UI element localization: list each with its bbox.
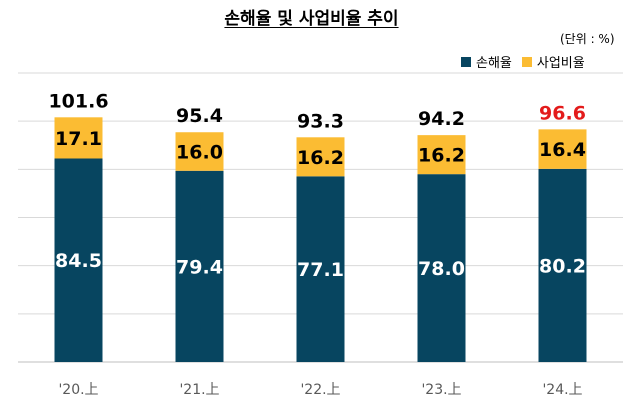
- x-tick-label: '20.上: [58, 382, 98, 398]
- bar-expense-ratio: [296, 137, 345, 177]
- legend-swatch-expense-ratio: [521, 56, 532, 67]
- bar-expense-ratio: [538, 129, 587, 169]
- bar-expense-ratio: [54, 117, 103, 159]
- x-tick-label: '21.上: [179, 382, 219, 398]
- bar-loss-ratio: [417, 174, 466, 362]
- data-label-expense-ratio: 16.0: [176, 142, 223, 164]
- bar-loss-ratio: [175, 170, 224, 362]
- total-label: 95.4: [176, 105, 223, 127]
- unit-label: (단위 : %): [560, 32, 615, 46]
- total-label: 96.6: [539, 102, 586, 124]
- x-tick-label: '23.上: [421, 382, 461, 398]
- data-label-expense-ratio: 17.1: [55, 128, 102, 150]
- legend-label-loss-ratio: 손해율: [476, 56, 512, 71]
- x-tick-label: '24.上: [542, 382, 582, 398]
- bar-expense-ratio: [417, 135, 466, 175]
- x-tick-label: '22.上: [300, 382, 340, 398]
- bar-loss-ratio: [538, 168, 587, 362]
- bar-expense-ratio: [175, 132, 224, 171]
- data-label-loss-ratio: 78.0: [418, 258, 465, 280]
- bar-loss-ratio: [296, 176, 345, 362]
- total-label: 94.2: [418, 108, 465, 130]
- total-label: 93.3: [297, 110, 344, 132]
- data-label-expense-ratio: 16.2: [418, 145, 465, 167]
- legend-swatch-loss-ratio: [461, 56, 471, 67]
- legend-item-expense-ratio: 사업비율: [521, 52, 585, 71]
- legend-item-loss-ratio: 손해율: [461, 52, 512, 71]
- data-label-loss-ratio: 79.4: [176, 256, 223, 278]
- data-label-loss-ratio: 77.1: [297, 259, 344, 281]
- data-label-expense-ratio: 16.2: [297, 147, 344, 169]
- data-label-loss-ratio: 84.5: [55, 250, 102, 272]
- data-label-loss-ratio: 80.2: [539, 255, 586, 277]
- legend: 손해율 사업비율: [461, 52, 595, 71]
- total-label: 101.6: [48, 90, 108, 112]
- data-label-expense-ratio: 16.4: [539, 139, 586, 161]
- legend-label-expense-ratio: 사업비율: [536, 56, 585, 71]
- bar-loss-ratio: [54, 158, 103, 362]
- chart-title: 손해율 및 사업비율 추이: [224, 9, 399, 29]
